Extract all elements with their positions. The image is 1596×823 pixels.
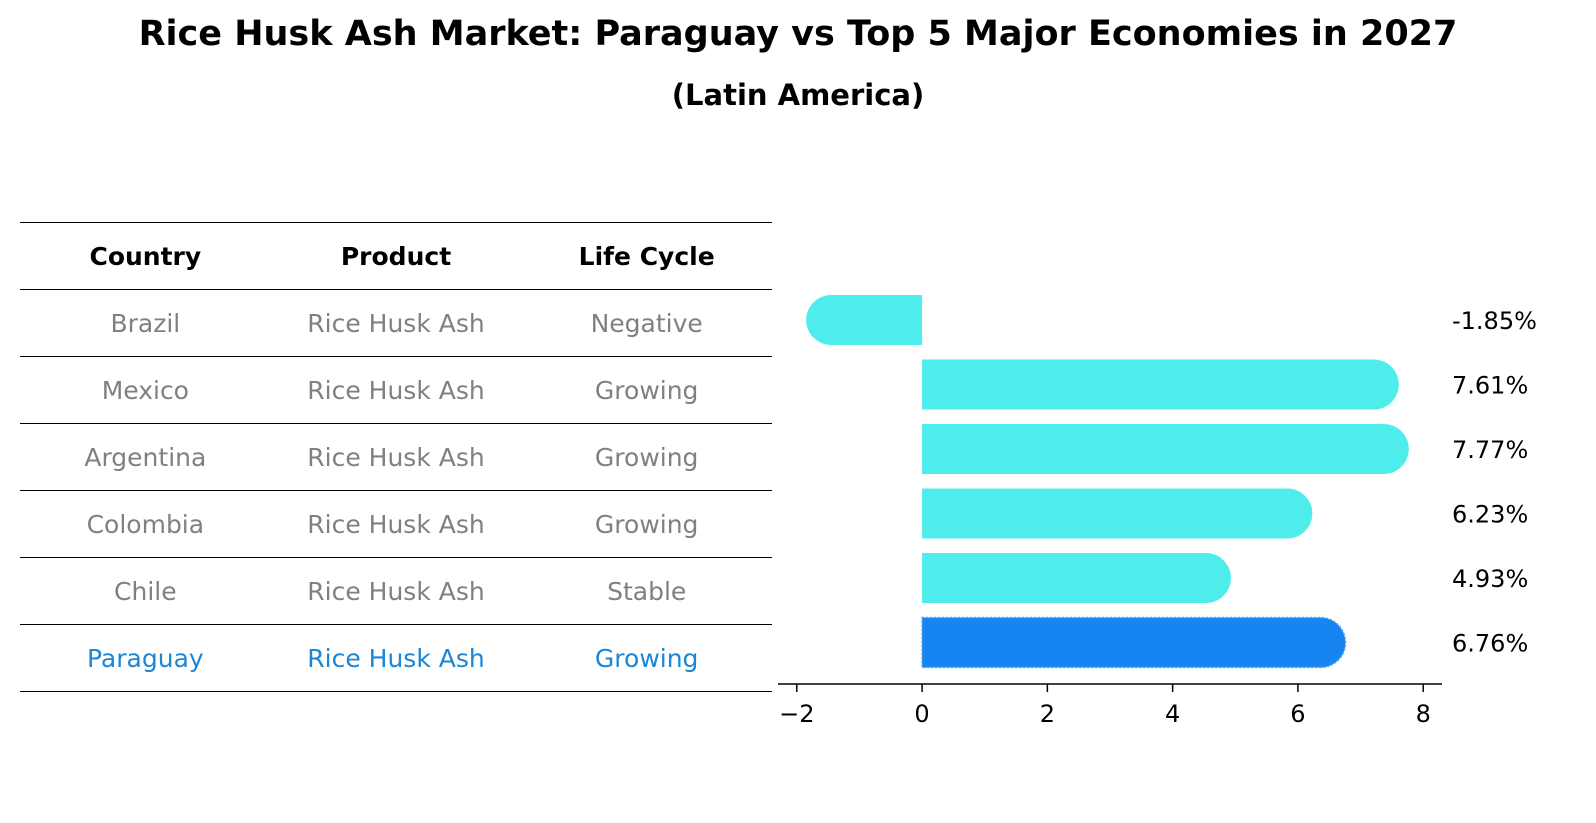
- country-cell: Mexico: [101, 375, 189, 405]
- product-cell: Rice Husk Ash: [307, 308, 485, 338]
- bar-colombia: [922, 488, 1313, 539]
- bar-chile: [922, 553, 1231, 603]
- chart-title: Rice Husk Ash Market: Paraguay vs Top 5 …: [138, 14, 1458, 54]
- product-cell: Rice Husk Ash: [307, 576, 485, 606]
- bar-argentina: [922, 424, 1409, 474]
- x-tick-label: 2: [1040, 700, 1055, 728]
- table-row: Argentina Rice Husk Ash Growing: [20, 424, 772, 491]
- product-cell: Rice Husk Ash: [307, 643, 485, 673]
- table-row: Paraguay Rice Husk Ash Growing: [20, 625, 772, 692]
- bar-paraguay: [921, 616, 1347, 669]
- value-label: 6.76%: [1452, 630, 1528, 658]
- table-row: Chile Rice Husk Ash Stable: [20, 558, 772, 625]
- life-cycle-cell: Growing: [594, 375, 699, 405]
- product-cell: Rice Husk Ash: [307, 442, 485, 472]
- bar-brazil: [806, 295, 923, 345]
- life-cycle-cell: Stable: [607, 576, 687, 606]
- header-product: Product: [340, 241, 452, 271]
- country-cell: Argentina: [84, 442, 207, 472]
- chart-subtitle: (Latin America): [671, 78, 925, 112]
- life-cycle-cell: Growing: [594, 509, 699, 539]
- table-row: Mexico Rice Husk Ash Growing: [20, 357, 772, 424]
- country-cell: Colombia: [86, 509, 205, 539]
- x-tick-label: 4: [1165, 700, 1180, 728]
- header-country: Country: [89, 241, 202, 271]
- value-label: 7.61%: [1452, 372, 1528, 400]
- product-cell: Rice Husk Ash: [307, 509, 485, 539]
- x-tick-label: 0: [914, 700, 929, 728]
- value-label: 4.93%: [1452, 565, 1528, 593]
- product-cell: Rice Husk Ash: [307, 375, 485, 405]
- life-cycle-cell: Growing: [594, 442, 699, 472]
- country-table: Country Product Life Cycle Brazil Rice H…: [20, 222, 772, 692]
- x-tick-label: 8: [1416, 700, 1431, 728]
- header-life-cycle: Life Cycle: [578, 241, 715, 271]
- table-header-row: Country Product Life Cycle: [20, 222, 772, 290]
- life-cycle-cell: Negative: [590, 308, 703, 338]
- table-row: Brazil Rice Husk Ash Negative: [20, 290, 772, 357]
- table-row: Colombia Rice Husk Ash Growing: [20, 491, 772, 558]
- value-label: -1.85%: [1452, 307, 1537, 335]
- value-label: 7.77%: [1452, 436, 1528, 464]
- bar-mexico: [922, 359, 1399, 410]
- country-cell: Chile: [114, 576, 177, 606]
- x-tick-label: −2: [779, 700, 814, 728]
- country-cell: Brazil: [110, 308, 181, 338]
- life-cycle-cell: Growing: [594, 643, 699, 673]
- country-cell: Paraguay: [86, 643, 204, 673]
- x-tick-label: 6: [1290, 700, 1305, 728]
- value-label: 6.23%: [1452, 501, 1528, 529]
- growth-bar-chart: -1.85% 7.61% 7.77% 6.23% 4.93% 6.76% −2 0 2 4 6 8: [778, 295, 1537, 728]
